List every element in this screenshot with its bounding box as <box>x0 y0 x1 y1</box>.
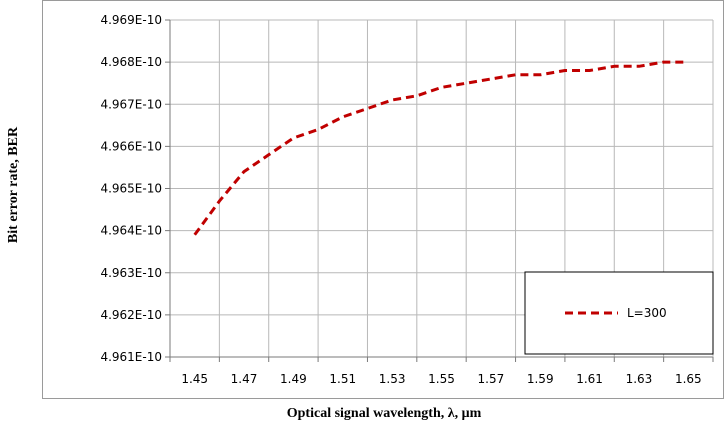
x-tick-label: 1.53 <box>379 372 406 386</box>
x-tick-label: 1.59 <box>527 372 554 386</box>
legend: L=300 <box>524 271 714 355</box>
legend-box <box>524 271 714 355</box>
y-tick-label: 4.965E-10 <box>100 182 162 196</box>
x-tick-label: 1.57 <box>478 372 505 386</box>
y-tick-labels: 4.961E-10 4.962E-10 4.963E-10 4.964E-10 4.96… <box>100 13 162 364</box>
x-tick-label: 1.49 <box>280 372 307 386</box>
y-tick-label: 4.964E-10 <box>100 224 162 238</box>
x-tick-label: 1.51 <box>329 372 356 386</box>
x-tick-label: 1.47 <box>231 372 258 386</box>
y-tick-label: 4.966E-10 <box>100 139 162 153</box>
y-axis-title: Bit error rate, BER <box>6 126 21 243</box>
x-tick-label: 1.65 <box>675 372 702 386</box>
x-tick-label: 1.61 <box>576 372 603 386</box>
x-tick-labels: 1.45 1.47 1.49 1.51 1.53 1.55 1.57 1.59 1.61 1.63… <box>181 372 701 386</box>
x-tick-label: 1.45 <box>181 372 208 386</box>
y-tick-label: 4.968E-10 <box>100 55 162 69</box>
y-tick-label: 4.969E-10 <box>100 13 162 27</box>
series-lines <box>193 60 689 236</box>
x-axis-title: Optical signal wavelength, λ, μm <box>287 406 482 421</box>
x-tick-label: 1.55 <box>428 372 455 386</box>
legend-label: L=300 <box>627 306 667 320</box>
y-tick-label: 4.962E-10 <box>100 308 162 322</box>
y-tick-label: 4.967E-10 <box>100 97 162 111</box>
y-tick-label: 4.963E-10 <box>100 266 162 280</box>
series-line <box>193 60 689 236</box>
x-tick-label: 1.63 <box>626 372 653 386</box>
y-tick-label: 4.961E-10 <box>100 350 162 364</box>
